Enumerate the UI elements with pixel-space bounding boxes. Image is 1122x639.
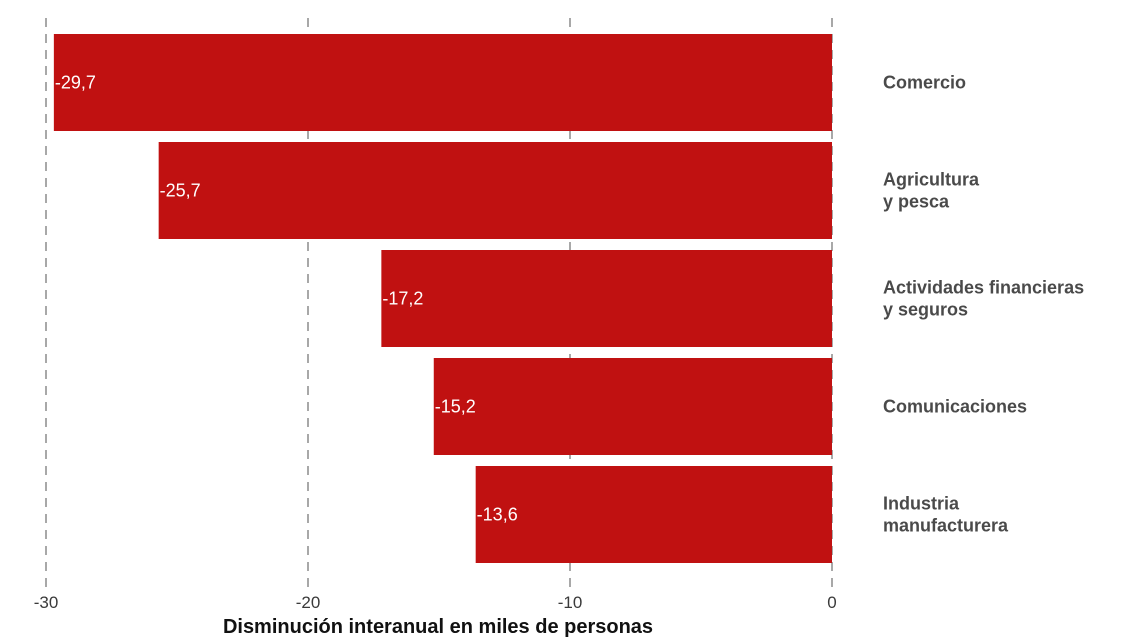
- bar: [475, 466, 832, 563]
- x-axis-ticks: -30 -20 -10 0: [34, 593, 837, 612]
- category-label: Comercio: [883, 73, 966, 93]
- bar: [381, 250, 832, 347]
- bar: [53, 34, 833, 131]
- category-label: y seguros: [883, 300, 968, 320]
- category-label: Actividades financieras: [883, 278, 1084, 298]
- category-label: Agricultura: [883, 170, 980, 190]
- bar-value-label: -13,6: [477, 505, 518, 525]
- bar-value-label: -25,7: [160, 181, 201, 201]
- category-label: Comunicaciones: [883, 397, 1027, 417]
- bars: [53, 34, 833, 563]
- category-label: manufacturera: [883, 516, 1009, 536]
- bar: [158, 142, 832, 239]
- bar: [433, 358, 832, 455]
- bar-value-label: -29,7: [55, 73, 96, 93]
- x-tick-label: 0: [827, 593, 836, 612]
- x-axis-title: Disminución interanual en miles de perso…: [223, 616, 653, 638]
- x-tick-label: -20: [296, 593, 321, 612]
- data-labels: -29,7 -25,7 -17,2 -15,2 -13,6: [55, 73, 518, 525]
- bar-value-label: -17,2: [382, 289, 423, 309]
- category-label: Industria: [883, 494, 960, 514]
- bar-value-label: -15,2: [435, 397, 476, 417]
- x-tick-label: -30: [34, 593, 59, 612]
- category-label: y pesca: [883, 192, 950, 212]
- x-tick-label: -10: [558, 593, 583, 612]
